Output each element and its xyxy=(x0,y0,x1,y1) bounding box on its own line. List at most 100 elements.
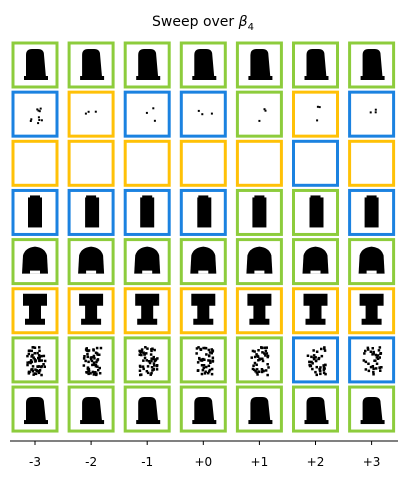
glyph-noise xyxy=(28,371,31,374)
glyph-noise xyxy=(367,363,370,366)
glyph-noise xyxy=(150,348,153,351)
glyph-noise xyxy=(255,353,257,356)
glyph-dot xyxy=(317,106,319,108)
glyph-shape xyxy=(140,197,154,227)
glyph-noise xyxy=(87,368,90,371)
x-tick-label: +3 xyxy=(363,455,381,469)
grid-cell xyxy=(350,387,394,431)
glyph-noise xyxy=(211,368,214,371)
glyph-noise xyxy=(201,373,204,376)
glyph-noise xyxy=(202,369,205,372)
glyph-notch xyxy=(367,271,377,274)
glyph-noise xyxy=(375,367,378,370)
grid-cell xyxy=(69,43,113,87)
glyph-neck xyxy=(86,195,96,199)
glyph-shape xyxy=(359,247,385,274)
glyph-noise xyxy=(155,358,158,361)
glyph-shape xyxy=(190,247,216,274)
grid-cell xyxy=(181,141,225,185)
glyph-noise xyxy=(100,347,103,350)
glyph-shape xyxy=(26,49,46,78)
glyph-shape xyxy=(26,397,46,422)
glyph-noise xyxy=(149,362,152,365)
cell-frame xyxy=(237,141,281,185)
glyph-noise xyxy=(96,365,99,368)
glyph-noise xyxy=(205,347,208,350)
glyph-noise xyxy=(143,353,146,356)
glyph-stem xyxy=(253,304,265,320)
glyph-noise xyxy=(142,359,145,362)
glyph-noise xyxy=(92,349,95,352)
glyph-noise xyxy=(30,355,33,358)
grid-cell xyxy=(294,289,338,333)
glyph-dot xyxy=(30,118,32,120)
glyph-noise xyxy=(256,371,259,374)
glyph-dot xyxy=(38,119,40,121)
glyph-shape xyxy=(310,197,324,227)
grid-cell xyxy=(125,338,169,382)
glyph-base xyxy=(192,420,216,424)
glyph-dot xyxy=(154,120,156,122)
glyph-noise xyxy=(147,365,150,368)
glyph-neck xyxy=(254,195,264,199)
glyph-noise xyxy=(197,361,200,364)
glyph-shape xyxy=(363,49,383,78)
glyph-dot xyxy=(211,113,213,115)
glyph-noise xyxy=(139,366,142,369)
glyph-noise xyxy=(32,365,35,368)
glyph-noise xyxy=(207,372,210,375)
glyph-noise xyxy=(97,369,100,372)
grid-cell xyxy=(69,92,113,136)
glyph-shape xyxy=(197,197,211,227)
grid-cell xyxy=(69,190,113,234)
glyph-noise xyxy=(319,366,322,369)
glyph-noise xyxy=(372,368,375,371)
x-tick-label: +1 xyxy=(251,455,269,469)
cell-frame xyxy=(125,92,169,136)
glyph-shape xyxy=(82,49,102,78)
glyph-noise xyxy=(372,351,375,354)
thumbnail-grid xyxy=(13,43,394,431)
grid-cell xyxy=(125,92,169,136)
glyph-noise xyxy=(35,373,38,376)
cell-frame xyxy=(181,141,225,185)
glyph-noise xyxy=(197,346,200,349)
grid-cell xyxy=(13,43,57,87)
grid-cell xyxy=(350,43,394,87)
glyph-base xyxy=(249,319,269,325)
grid-cell xyxy=(125,43,169,87)
grid-cell xyxy=(181,190,225,234)
glyph-stem xyxy=(29,304,41,320)
grid-cell xyxy=(294,190,338,234)
glyph-shape xyxy=(22,247,48,274)
glyph-noise xyxy=(365,368,368,371)
glyph-shape xyxy=(250,49,270,78)
glyph-dot xyxy=(85,113,87,115)
glyph-noise xyxy=(88,349,91,352)
x-tick-label: -3 xyxy=(29,455,41,469)
grid-cell xyxy=(237,92,281,136)
cell-frame xyxy=(13,92,57,136)
glyph-shape xyxy=(85,197,99,227)
glyph-neck xyxy=(367,195,377,199)
glyph-base xyxy=(305,420,329,424)
glyph-noise xyxy=(204,371,207,374)
glyph-noise xyxy=(308,361,311,364)
glyph-noise xyxy=(321,355,324,358)
glyph-noise xyxy=(312,349,315,352)
glyph-base xyxy=(80,76,104,80)
grid-cell xyxy=(237,43,281,87)
glyph-noise xyxy=(93,361,96,364)
glyph-noise xyxy=(153,364,156,367)
grid-cell xyxy=(13,387,57,431)
glyph-noise xyxy=(368,370,371,373)
glyph-dot xyxy=(40,108,42,110)
glyph-noise xyxy=(323,347,326,350)
glyph-noise xyxy=(365,361,368,364)
glyph-noise xyxy=(140,373,143,376)
glyph-noise xyxy=(28,353,31,356)
glyph-noise xyxy=(41,359,44,362)
glyph-shape xyxy=(28,197,42,227)
grid-cell xyxy=(181,387,225,431)
